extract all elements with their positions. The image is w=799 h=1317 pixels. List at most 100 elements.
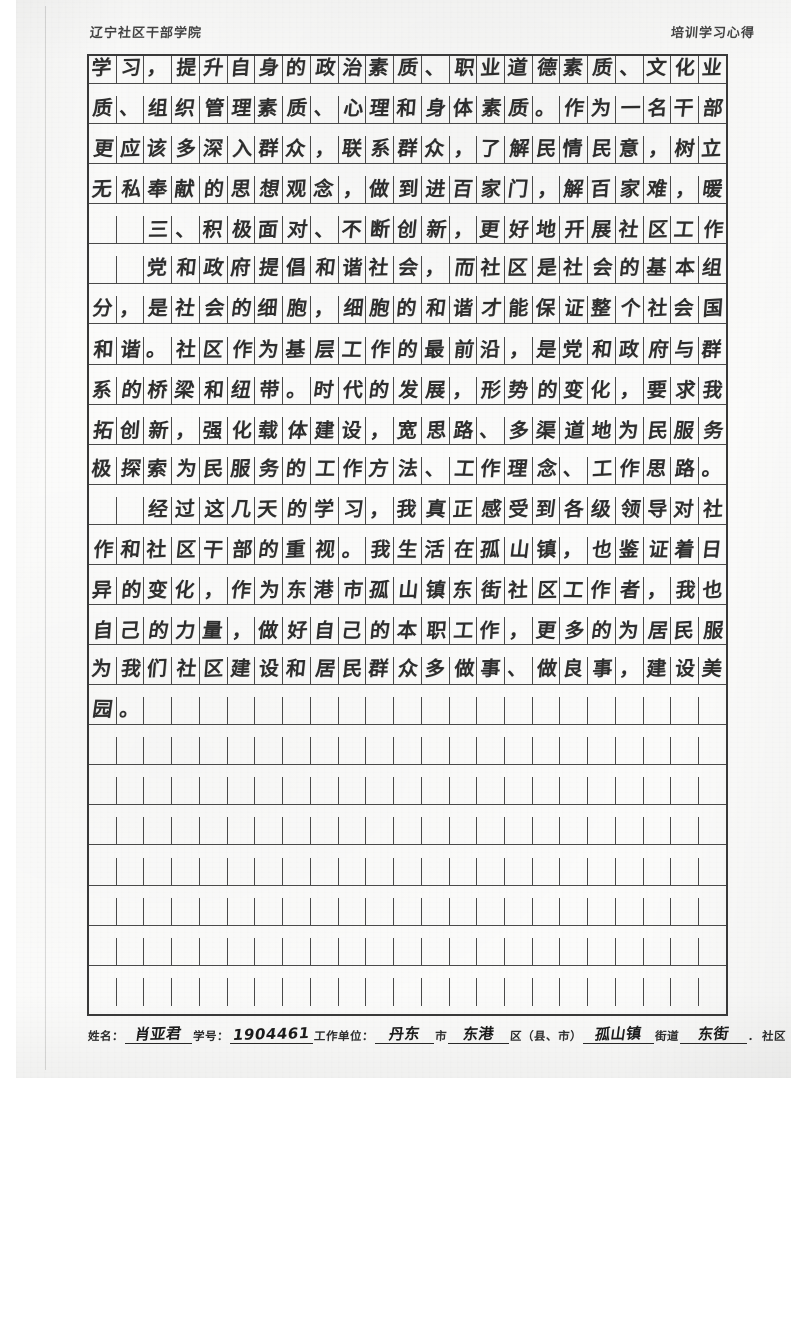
grid-cell: 党 [144, 256, 173, 285]
grid-cell: 和 [421, 296, 450, 325]
grid-cell: 渠 [532, 416, 561, 445]
handwritten-character: 难 [645, 178, 669, 202]
grid-cell: 开 [560, 216, 589, 245]
grid-cell: 、 [310, 216, 339, 245]
grid-cell [699, 898, 726, 926]
grid-cell: 文 [643, 56, 672, 84]
grid-cell: 和 [283, 657, 311, 686]
handwritten-character: 献 [173, 178, 196, 202]
handwritten-character: 个 [619, 297, 642, 321]
grid-cell: 树 [671, 136, 700, 165]
handwritten-character: 部 [701, 97, 725, 121]
grid-cell [394, 817, 422, 846]
handwritten-character: 政 [618, 337, 640, 362]
grid-cell: 地 [588, 416, 616, 445]
grid-cell: 和 [89, 336, 117, 365]
grid-cell: 干 [671, 96, 700, 125]
handwritten-character: 解 [508, 137, 531, 161]
handwritten-character: 才 [480, 297, 503, 321]
grid-cell: 多 [172, 136, 200, 165]
handwritten-character: 日 [700, 538, 723, 562]
grid-cell: 细 [255, 296, 284, 325]
handwritten-character: 的 [590, 619, 613, 643]
handwritten-character: 管 [203, 96, 226, 121]
header-document-title: 培训学习心得 [670, 25, 756, 40]
grid-row [89, 777, 726, 817]
grid-cell: 的 [394, 336, 422, 365]
grid-row: 园。 [89, 697, 726, 737]
grid-row: 为我们社区建设和居民群众多做事、做良事，建设美 [89, 657, 726, 697]
grid-cell: 创 [116, 416, 145, 445]
grid-cell [89, 817, 117, 846]
grid-cell: 天 [255, 496, 284, 525]
grid-cell: 变 [144, 577, 173, 606]
grid-cell: ， [366, 496, 395, 525]
grid-row-cells [89, 817, 726, 846]
grid-cell: 社 [643, 296, 672, 325]
handwritten-character: 社 [367, 256, 390, 281]
handwritten-character: 、 [313, 218, 336, 243]
handwritten-character: 的 [285, 56, 307, 81]
handwritten-character: 学 [312, 497, 335, 522]
grid-cell: 作 [227, 336, 256, 365]
grid-cell [89, 256, 117, 285]
handwritten-character: 深 [201, 137, 225, 161]
grid-cell: 、 [421, 56, 450, 84]
grid-cell: 与 [671, 336, 700, 365]
grid-cell: ， [615, 657, 644, 686]
grid-cell: ， [449, 376, 478, 405]
grid-cell: 对 [283, 216, 311, 245]
handwritten-character: 思 [644, 457, 668, 481]
handwritten-character: 该 [145, 137, 169, 161]
handwritten-character: 门 [506, 178, 530, 202]
grid-cell: 为 [615, 617, 644, 646]
grid-cell: 提 [255, 256, 284, 285]
grid-cell [199, 857, 228, 886]
handwritten-character: 能 [507, 297, 530, 321]
grid-cell: 视 [310, 536, 339, 565]
handwritten-character: 良 [562, 657, 585, 681]
handwritten-character: 干 [201, 538, 225, 562]
handwritten-character: 建 [228, 657, 252, 681]
handwritten-character: ， [451, 378, 473, 403]
handwritten-character: 。 [534, 96, 557, 121]
grid-cell: 百 [449, 176, 478, 205]
handwritten-character: 群 [396, 137, 419, 161]
grid-cell: 学 [89, 56, 117, 84]
grid-cell [505, 817, 533, 846]
handwritten-character: 天 [256, 497, 279, 522]
grid-cell: 和 [172, 256, 200, 285]
grid-cell: 三 [144, 216, 173, 245]
grid-cell: 务 [699, 417, 726, 445]
handwritten-character: ， [423, 256, 446, 281]
grid-cell [116, 857, 145, 886]
grid-cell: 的 [366, 376, 395, 405]
grid-row [89, 857, 726, 898]
grid-cell [505, 777, 533, 806]
handwritten-character: 服 [702, 619, 725, 643]
grid-cell: 胞 [366, 296, 395, 325]
grid-cell: 我 [671, 577, 700, 606]
grid-cell: 自 [310, 617, 339, 646]
grid-cell: 工 [449, 456, 478, 485]
handwritten-character: 区 [202, 657, 225, 682]
grid-row-cells: 经过这几天的学习，我真正感受到各级领导对社 [89, 496, 726, 525]
handwritten-character: 的 [285, 497, 309, 521]
grid-cell [449, 777, 478, 806]
grid-cell [643, 857, 672, 886]
grid-cell [227, 737, 256, 766]
grid-cell: 到 [532, 496, 561, 525]
grid-cell: 居 [310, 657, 339, 686]
grid-cell: 孤 [366, 577, 395, 606]
grid-cell: 社 [560, 256, 589, 285]
handwritten-character: 我 [701, 378, 725, 402]
grid-cell: 府 [643, 336, 672, 365]
manuscript-grid: 学习，提升自身的政治素质、职业道德素质、文化业质、组织管理素质、心理和身体素质。… [87, 54, 728, 1016]
grid-cell: 暖 [699, 176, 726, 205]
grid-cell: 业 [477, 56, 506, 84]
grid-cell [144, 697, 173, 726]
grid-cell: 者 [615, 577, 644, 606]
grid-cell: 到 [394, 176, 422, 205]
grid-row: 自己的力量，做好自己的本职工作，更多的为居民服 [89, 617, 726, 657]
grid-cell: 。 [283, 376, 311, 405]
